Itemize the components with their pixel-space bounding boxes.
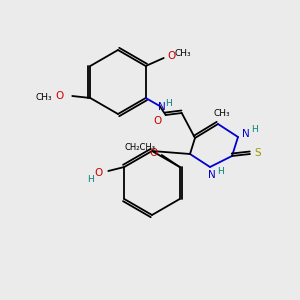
Text: O: O: [168, 51, 176, 61]
Text: O: O: [94, 168, 102, 178]
Text: CH₃: CH₃: [36, 94, 52, 103]
Text: N: N: [208, 170, 216, 180]
Text: CH₃: CH₃: [214, 110, 230, 118]
Text: H: H: [217, 167, 224, 176]
Text: H: H: [250, 124, 257, 134]
Text: H: H: [165, 98, 172, 107]
Text: O: O: [150, 148, 158, 158]
Text: O: O: [154, 116, 162, 126]
Text: S: S: [255, 148, 261, 158]
Text: CH₃: CH₃: [174, 50, 191, 58]
Text: O: O: [55, 91, 63, 101]
Text: H: H: [87, 175, 94, 184]
Text: N: N: [242, 129, 250, 139]
Text: CH₂CH₃: CH₂CH₃: [124, 142, 155, 152]
Text: N: N: [158, 102, 166, 112]
